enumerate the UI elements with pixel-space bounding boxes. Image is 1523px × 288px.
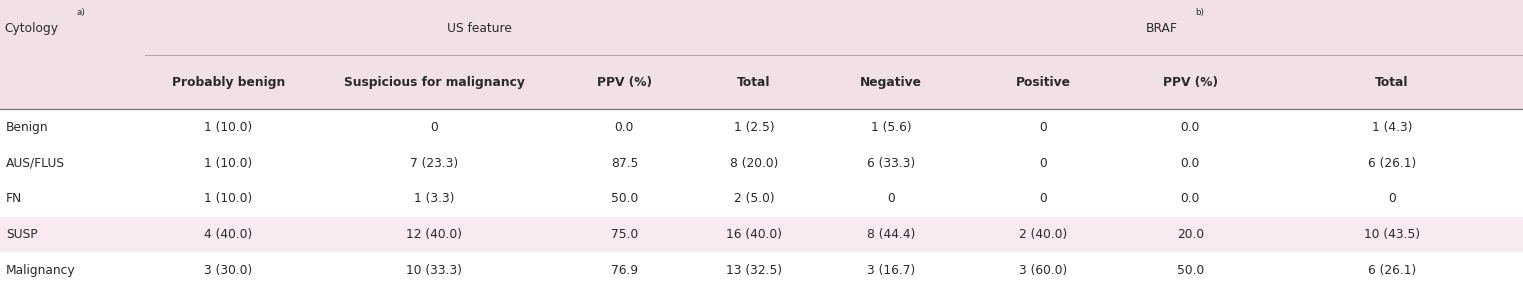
Text: 16 (40.0): 16 (40.0) bbox=[726, 228, 781, 241]
Text: 0: 0 bbox=[1387, 192, 1397, 205]
Text: 10 (33.3): 10 (33.3) bbox=[407, 264, 461, 277]
Text: 1 (2.5): 1 (2.5) bbox=[734, 121, 774, 134]
Text: 0: 0 bbox=[1039, 156, 1048, 170]
Text: BRAF: BRAF bbox=[1145, 22, 1177, 35]
Text: 0.0: 0.0 bbox=[1180, 156, 1200, 170]
Text: a): a) bbox=[76, 8, 85, 17]
Text: 7 (23.3): 7 (23.3) bbox=[410, 156, 458, 170]
Text: b): b) bbox=[1196, 8, 1203, 17]
Text: Cytology: Cytology bbox=[5, 22, 58, 35]
Text: 4 (40.0): 4 (40.0) bbox=[204, 228, 253, 241]
Text: 6 (26.1): 6 (26.1) bbox=[1368, 264, 1416, 277]
Text: PPV (%): PPV (%) bbox=[1162, 76, 1218, 89]
Text: 3 (60.0): 3 (60.0) bbox=[1019, 264, 1068, 277]
Bar bbox=[0, 252, 1523, 288]
Text: Malignancy: Malignancy bbox=[6, 264, 76, 277]
Text: SUSP: SUSP bbox=[6, 228, 38, 241]
Text: 2 (40.0): 2 (40.0) bbox=[1019, 228, 1068, 241]
Text: Benign: Benign bbox=[6, 121, 49, 134]
Bar bbox=[0, 145, 1523, 181]
Text: 0.0: 0.0 bbox=[1180, 192, 1200, 205]
Text: 50.0: 50.0 bbox=[611, 192, 638, 205]
Text: 3 (30.0): 3 (30.0) bbox=[204, 264, 253, 277]
Text: 6 (33.3): 6 (33.3) bbox=[867, 156, 915, 170]
Text: 1 (5.6): 1 (5.6) bbox=[871, 121, 911, 134]
Text: 0.0: 0.0 bbox=[615, 121, 634, 134]
Text: Probably benign: Probably benign bbox=[172, 76, 285, 89]
Text: 76.9: 76.9 bbox=[611, 264, 638, 277]
Text: 8 (20.0): 8 (20.0) bbox=[730, 156, 778, 170]
Text: FN: FN bbox=[6, 192, 23, 205]
Text: 3 (16.7): 3 (16.7) bbox=[867, 264, 915, 277]
Text: Total: Total bbox=[737, 76, 771, 89]
Bar bbox=[0, 109, 1523, 145]
Text: 0: 0 bbox=[1039, 121, 1048, 134]
Text: 0.0: 0.0 bbox=[1180, 121, 1200, 134]
Text: 1 (10.0): 1 (10.0) bbox=[204, 192, 253, 205]
Text: 1 (4.3): 1 (4.3) bbox=[1372, 121, 1412, 134]
Text: AUS/FLUS: AUS/FLUS bbox=[6, 156, 65, 170]
Text: 10 (43.5): 10 (43.5) bbox=[1365, 228, 1419, 241]
Text: 0: 0 bbox=[1039, 192, 1048, 205]
Text: 8 (44.4): 8 (44.4) bbox=[867, 228, 915, 241]
Text: PPV (%): PPV (%) bbox=[597, 76, 652, 89]
Text: 13 (32.5): 13 (32.5) bbox=[726, 264, 781, 277]
Bar bbox=[0, 0, 1523, 56]
Text: 1 (10.0): 1 (10.0) bbox=[204, 121, 253, 134]
Text: 20.0: 20.0 bbox=[1177, 228, 1203, 241]
Bar bbox=[0, 56, 1523, 109]
Bar bbox=[0, 181, 1523, 217]
Text: 50.0: 50.0 bbox=[1177, 264, 1203, 277]
Text: 1 (10.0): 1 (10.0) bbox=[204, 156, 253, 170]
Text: US feature: US feature bbox=[448, 22, 512, 35]
Text: Suspicious for malignancy: Suspicious for malignancy bbox=[344, 76, 524, 89]
Text: 1 (3.3): 1 (3.3) bbox=[414, 192, 454, 205]
Text: 75.0: 75.0 bbox=[611, 228, 638, 241]
Text: 12 (40.0): 12 (40.0) bbox=[407, 228, 461, 241]
Text: Total: Total bbox=[1375, 76, 1409, 89]
Text: 87.5: 87.5 bbox=[611, 156, 638, 170]
Text: 0: 0 bbox=[429, 121, 439, 134]
Text: Positive: Positive bbox=[1016, 76, 1071, 89]
Text: 6 (26.1): 6 (26.1) bbox=[1368, 156, 1416, 170]
Bar bbox=[0, 217, 1523, 252]
Text: Negative: Negative bbox=[860, 76, 921, 89]
Text: 2 (5.0): 2 (5.0) bbox=[734, 192, 774, 205]
Text: 0: 0 bbox=[886, 192, 896, 205]
